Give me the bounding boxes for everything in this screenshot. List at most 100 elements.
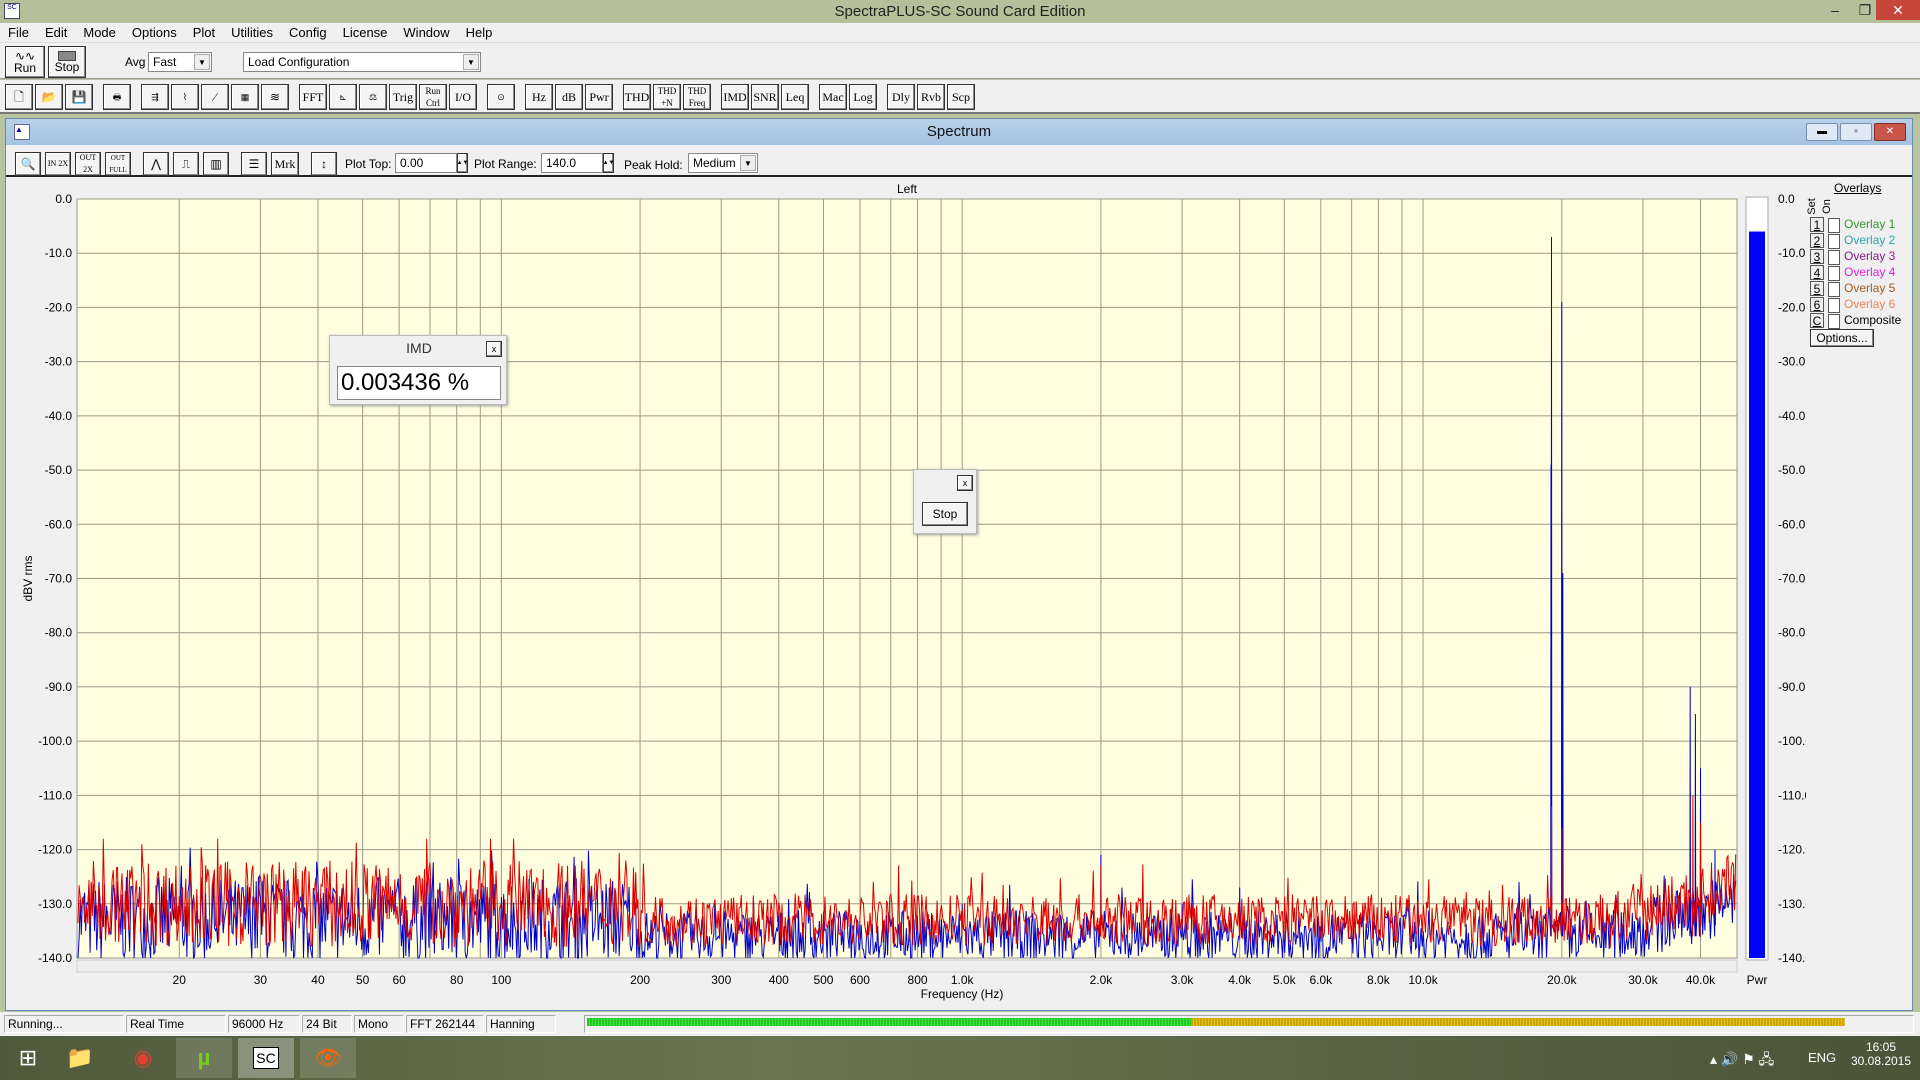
menu-options[interactable]: Options: [131, 25, 177, 40]
clock[interactable]: 16:05 30.08.2015: [1850, 1040, 1912, 1068]
toolbar-run-ctrl-button[interactable]: Run Ctrl: [419, 84, 447, 110]
toolbar-new-button[interactable]: 🗋: [5, 84, 33, 110]
toolbar-pwr-button[interactable]: Pwr: [585, 84, 613, 110]
stop-button[interactable]: Stop: [48, 46, 86, 78]
menu-edit[interactable]: Edit: [44, 25, 68, 40]
toolbar-imd-button[interactable]: IMD: [721, 84, 749, 110]
toolbar-save-button[interactable]: 💾: [65, 84, 93, 110]
menu-utilities[interactable]: Utilities: [231, 25, 274, 40]
close-button[interactable]: ✕: [1876, 0, 1920, 20]
pwr-tick-label: -10.0: [1778, 246, 1806, 260]
language-indicator[interactable]: ENG: [1808, 1050, 1837, 1065]
zoom-in-2x-button[interactable]: IN 2X: [45, 152, 71, 176]
overlay-set-button[interactable]: 2: [1810, 233, 1824, 248]
overlay-options-button[interactable]: Options...: [1810, 329, 1874, 347]
plot-top-spinner[interactable]: ▲▼: [457, 153, 468, 173]
toolbar-open-button[interactable]: 📂: [35, 84, 63, 110]
menu-config[interactable]: Config: [289, 25, 327, 40]
toolbar-print-button[interactable]: 🖶: [103, 84, 131, 110]
plot-range-spinner[interactable]: ▲▼: [603, 153, 614, 173]
toolbar-log-button[interactable]: Log: [849, 84, 877, 110]
overlay-on-checkbox[interactable]: [1828, 234, 1840, 249]
toolbar-hz-button[interactable]: Hz: [525, 84, 553, 110]
toolbar-i-o-button[interactable]: I/O: [449, 84, 477, 110]
toolbar-generator-button[interactable]: ⊙: [487, 84, 515, 110]
pwr-tick-label: -30.0: [1778, 355, 1806, 369]
configuration-select[interactable]: Load Configuration ▼: [243, 52, 481, 72]
toolbar-scp-button[interactable]: Scp: [947, 84, 975, 110]
overlay-set-button[interactable]: 4: [1810, 265, 1824, 280]
x-tick-label: 60: [392, 973, 406, 987]
menu-plot[interactable]: Plot: [192, 25, 216, 40]
menu-file[interactable]: File: [8, 25, 29, 40]
toolbar-thd-n-button[interactable]: THD +N: [653, 84, 681, 110]
overlay-set-button[interactable]: 3: [1810, 249, 1824, 264]
imd-close-button[interactable]: x: [486, 341, 502, 357]
overlay-set-button[interactable]: 6: [1810, 297, 1824, 312]
legend-icon[interactable]: ☰: [241, 152, 267, 176]
toolbar-line-button[interactable]: ∕: [201, 84, 229, 110]
bar-plot-icon[interactable]: ▥: [203, 152, 229, 176]
horizontal-scrollbar[interactable]: [76, 959, 1738, 973]
toolbar-thd-freq-button[interactable]: THD Freq: [683, 84, 711, 110]
autoscale-icon[interactable]: ↕: [311, 152, 337, 176]
overlay-on-checkbox[interactable]: [1828, 282, 1840, 297]
spectrum-restore-button[interactable]: ▫: [1840, 123, 1872, 141]
zoom-out-full-button[interactable]: OUT FULL: [105, 152, 131, 176]
step-plot-icon[interactable]: ⎍: [173, 152, 199, 176]
overlay-set-button[interactable]: C: [1810, 313, 1824, 328]
open-icon: 📂: [41, 90, 57, 104]
overlay-on-checkbox[interactable]: [1828, 314, 1840, 329]
app-icon[interactable]: SC: [4, 3, 20, 19]
menu-help[interactable]: Help: [465, 25, 493, 40]
file-explorer-icon[interactable]: 📁: [66, 1045, 94, 1070]
toolbar-fft-button[interactable]: FFT: [299, 84, 327, 110]
toolbar-scale-button[interactable]: ⊾: [329, 84, 357, 110]
spectrum-close-button[interactable]: ✕: [1874, 123, 1906, 141]
zoom-out-2x-button[interactable]: OUT 2X: [75, 152, 101, 176]
overlay-on-checkbox[interactable]: [1828, 250, 1840, 265]
windows-start-icon[interactable]: ⊞: [18, 1045, 38, 1070]
minimize-button[interactable]: –: [1831, 2, 1839, 18]
menu-window[interactable]: Window: [403, 25, 450, 40]
run-button[interactable]: ∿∿ Run: [5, 46, 45, 78]
pwr-tick-label: -20.0: [1778, 300, 1806, 314]
x-tick-label: 8.0k: [1367, 973, 1391, 987]
toolbar-calibrate-button[interactable]: ⚖: [359, 84, 387, 110]
tray-icons[interactable]: ▴ 🔊 ⚑ 🖧: [1710, 1051, 1775, 1067]
toolbar-forward-button[interactable]: ⇶: [141, 84, 169, 110]
overlay-set-button[interactable]: 5: [1810, 281, 1824, 296]
restore-button[interactable]: ❐: [1858, 2, 1872, 18]
toolbar-dly-button[interactable]: Dly: [887, 84, 915, 110]
toolbar-leq-button[interactable]: Leq: [781, 84, 809, 110]
zoom-icon[interactable]: 🔍: [15, 152, 41, 176]
toolbar-rvb-button[interactable]: Rvb: [917, 84, 945, 110]
faststone-icon[interactable]: 👁: [300, 1038, 356, 1078]
peak-hold-select[interactable]: Medium ▼: [688, 153, 758, 173]
toolbar-spectrogram-button[interactable]: ▦: [231, 84, 259, 110]
marker-button[interactable]: Mrk: [271, 152, 299, 176]
overlay-on-checkbox[interactable]: [1828, 266, 1840, 281]
spectraplus-taskbar-icon[interactable]: SC: [238, 1038, 294, 1078]
stop-popup-button[interactable]: Stop: [922, 502, 968, 526]
toolbar-3d-button[interactable]: ≋: [261, 84, 289, 110]
avg-select[interactable]: Fast ▼: [148, 52, 212, 72]
toolbar-mac-button[interactable]: Mac: [819, 84, 847, 110]
stop-popup-close-button[interactable]: x: [957, 475, 973, 491]
menu-mode[interactable]: Mode: [83, 25, 116, 40]
toolbar-spectrum-button[interactable]: ⌇: [171, 84, 199, 110]
toolbar-thd-button[interactable]: THD: [623, 84, 651, 110]
line-plot-icon[interactable]: ⋀: [143, 152, 169, 176]
toolbar-snr-button[interactable]: SNR: [751, 84, 779, 110]
chrome-icon[interactable]: ◉: [133, 1045, 153, 1070]
toolbar-trig-button[interactable]: Trig: [389, 84, 417, 110]
plot-top-input[interactable]: 0.00: [395, 153, 457, 173]
overlay-set-button[interactable]: 1: [1810, 217, 1824, 232]
menu-license[interactable]: License: [342, 25, 388, 40]
overlay-on-checkbox[interactable]: [1828, 218, 1840, 233]
utorrent-icon[interactable]: µ: [176, 1038, 232, 1078]
spectrum-minimize-button[interactable]: ▬: [1806, 123, 1838, 141]
overlay-on-checkbox[interactable]: [1828, 298, 1840, 313]
toolbar-db-button[interactable]: dB: [555, 84, 583, 110]
plot-range-input[interactable]: 140.0: [541, 153, 603, 173]
